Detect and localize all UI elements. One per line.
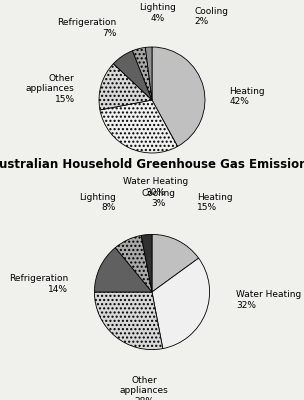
Text: Other
appliances
28%: Other appliances 28% xyxy=(120,376,168,400)
Text: Lighting
4%: Lighting 4% xyxy=(140,3,176,23)
Wedge shape xyxy=(145,47,152,100)
Text: Other
appliances
15%: Other appliances 15% xyxy=(26,74,75,104)
Wedge shape xyxy=(152,234,199,292)
Text: Lighting
8%: Lighting 8% xyxy=(79,192,116,212)
Wedge shape xyxy=(99,64,152,110)
Wedge shape xyxy=(113,51,152,100)
Title: Australian Household Greenhouse Gas Emissions: Australian Household Greenhouse Gas Emis… xyxy=(0,158,304,171)
Wedge shape xyxy=(152,258,209,348)
Text: Cooling
3%: Cooling 3% xyxy=(141,189,175,208)
Text: Cooling
2%: Cooling 2% xyxy=(195,7,229,26)
Wedge shape xyxy=(141,234,152,292)
Text: Refrigeration
7%: Refrigeration 7% xyxy=(57,18,117,38)
Wedge shape xyxy=(95,292,163,350)
Text: Heating
15%: Heating 15% xyxy=(197,192,233,212)
Wedge shape xyxy=(115,236,152,292)
Wedge shape xyxy=(100,100,178,153)
Wedge shape xyxy=(152,47,205,146)
Wedge shape xyxy=(95,248,152,292)
Wedge shape xyxy=(133,48,152,100)
Text: Refrigeration
14%: Refrigeration 14% xyxy=(9,274,68,294)
Text: Heating
42%: Heating 42% xyxy=(229,87,265,106)
Text: Water Heating
30%: Water Heating 30% xyxy=(123,177,188,197)
Text: Water Heating
32%: Water Heating 32% xyxy=(236,290,301,310)
